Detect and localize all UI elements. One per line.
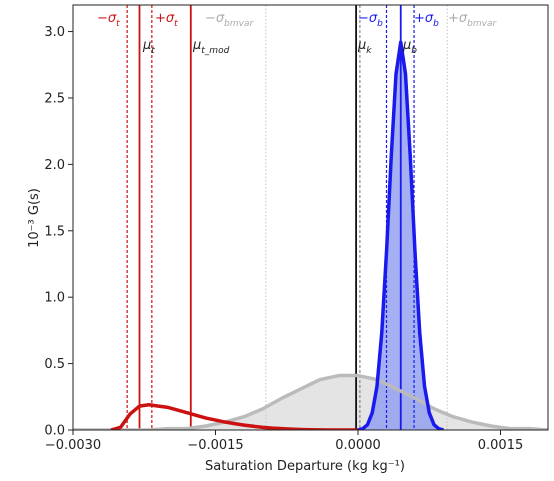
annotation: +σb	[414, 11, 439, 29]
annotation-sub: t	[174, 19, 178, 29]
plot	[73, 5, 548, 430]
x-axis-label: Saturation Departure (kg kg⁻¹)	[205, 459, 405, 474]
y-tick-label: 3.0	[44, 25, 65, 40]
y-tick-label: 0.5	[44, 357, 65, 372]
y-tick-label: 0.0	[44, 424, 65, 439]
x-tick-label: −0.0015	[187, 438, 243, 453]
annotation-sub: bmvar	[224, 19, 254, 29]
annotation-symbol: μ	[142, 38, 151, 53]
y-tick-label: 2.5	[44, 91, 65, 106]
annotation-sub: t	[116, 19, 120, 29]
y-tick-label: 2.0	[44, 158, 65, 173]
x-tick-label: 0.0000	[335, 438, 381, 453]
annotation-sub: b	[433, 19, 439, 29]
annotation-sub: k	[366, 46, 372, 56]
annotation-sub: t	[151, 46, 155, 56]
annotation-sub: b	[377, 19, 383, 29]
annotation-symbol: +σ	[414, 11, 434, 26]
y-tick-label: 1.5	[44, 224, 65, 239]
annotation: −σb	[358, 11, 383, 29]
annotation: μb	[402, 38, 417, 56]
annotation-symbol: −σ	[205, 11, 225, 26]
y-tick-label: 1.0	[44, 291, 65, 306]
y-axis-label: 10⁻³ G(s)	[27, 188, 42, 248]
annotation: −σbmvar	[205, 11, 254, 29]
annotation: μk	[357, 38, 372, 56]
annotation: −σt	[97, 11, 120, 29]
annotation-symbol: −σ	[97, 11, 117, 26]
plot-frame	[72, 4, 549, 431]
annotation: +σbmvar	[448, 11, 497, 29]
annotation-symbol: −σ	[358, 11, 378, 26]
annotation-symbol: +σ	[448, 11, 468, 26]
annotation-symbol: +σ	[155, 11, 175, 26]
line	[357, 40, 444, 430]
annotation-sub: b	[411, 46, 417, 56]
annotation: +σt	[155, 11, 178, 29]
annotation-sub: t_mod	[201, 46, 229, 56]
annotation-symbol: μ	[402, 38, 411, 53]
annotation-symbol: μ	[192, 38, 201, 53]
x-tick-label: −0.0030	[45, 438, 101, 453]
x-tick-label: 0.0015	[478, 438, 524, 453]
annotation: μt_mod	[192, 38, 230, 56]
annotation-sub: bmvar	[467, 19, 497, 29]
annotation: μt	[142, 38, 155, 56]
annotation-symbol: μ	[357, 38, 366, 53]
